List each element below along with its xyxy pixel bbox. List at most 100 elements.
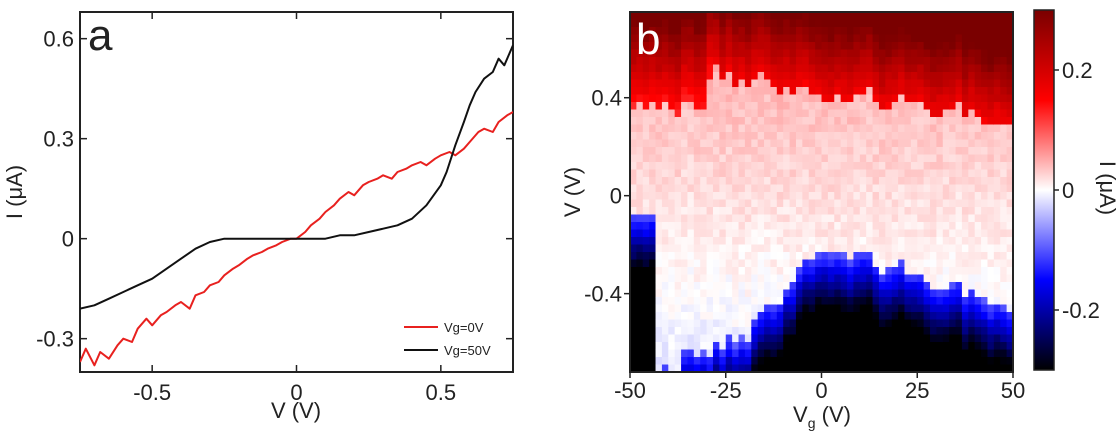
heatmap-cell (872, 79, 880, 88)
heatmap-cell (955, 229, 963, 238)
heatmap-cell (693, 147, 701, 156)
heatmap-cell (636, 12, 644, 21)
heatmap-cell (981, 297, 989, 306)
heatmap-cell (719, 72, 727, 81)
heatmap-cell (783, 214, 791, 223)
heatmap-cell (942, 139, 950, 148)
heatmap-cell (789, 237, 797, 246)
heatmap-cell (987, 312, 995, 321)
heatmap-cell (904, 34, 912, 43)
heatmap-cell (789, 19, 797, 28)
heatmap-cell (878, 139, 886, 148)
heatmap-cell (630, 312, 637, 321)
heatmap-cell (840, 79, 848, 88)
heatmap-cell (674, 349, 682, 358)
heatmap-cell (859, 169, 867, 178)
heatmap-cell (642, 349, 650, 358)
heatmap-cell (661, 102, 669, 111)
heatmap-cell (853, 319, 861, 328)
heatmap-cell (630, 147, 637, 156)
heatmap-cell (942, 304, 950, 313)
heatmap-cell (891, 162, 899, 171)
heatmap-cell (949, 312, 957, 321)
heatmap-cell (898, 267, 906, 276)
heatmap-cell (630, 342, 637, 351)
heatmap-cell (981, 162, 989, 171)
heatmap-cell (770, 252, 778, 261)
heatmap-cell (1000, 297, 1008, 306)
heatmap-cell (853, 139, 861, 148)
heatmap-cell (668, 282, 676, 291)
heatmap-cell (693, 282, 701, 291)
heatmap-cell (783, 12, 791, 21)
panel-b-heatmap: -50 -25 0 25 50-0.400.4 b Vg (V) V (V) (560, 11, 1025, 431)
heatmap-cell (955, 252, 963, 261)
heatmap-cell (993, 304, 1001, 313)
heatmap-cell (961, 49, 969, 58)
heatmap-cell (757, 87, 765, 96)
heatmap-cell (987, 79, 995, 88)
heatmap-cell (840, 72, 848, 81)
heatmap-cell (674, 207, 682, 216)
heatmap-cell (674, 274, 682, 283)
heatmap-cell (770, 154, 778, 163)
heatmap-cell (955, 334, 963, 343)
heatmap-cell (712, 349, 720, 358)
heatmap-cell (827, 124, 835, 133)
heatmap-cell (942, 102, 950, 111)
heatmap-cell (891, 237, 899, 246)
heatmap-cell (700, 72, 708, 81)
heatmap-cell (1000, 12, 1008, 21)
heatmap-cell (1006, 252, 1013, 261)
heatmap-cell (961, 259, 969, 268)
heatmap-cell (706, 19, 714, 28)
heatmap-cell (687, 169, 695, 178)
heatmap-cell (917, 274, 925, 283)
heatmap-cell (987, 199, 995, 208)
heatmap-cell (840, 274, 848, 283)
heatmap-cell (993, 87, 1001, 96)
heatmap-cell (732, 19, 740, 28)
heatmap-cell (732, 154, 740, 163)
heatmap-cell (738, 192, 746, 201)
heatmap-cell (706, 124, 714, 133)
heatmap-cell (885, 49, 893, 58)
heatmap-cell (981, 79, 989, 88)
heatmap-cell (904, 19, 912, 28)
heatmap-cell (859, 184, 867, 193)
heatmap-cell (706, 102, 714, 111)
heatmap-cell (936, 207, 944, 216)
heatmap-cell (898, 87, 906, 96)
heatmap-cell (898, 252, 906, 261)
heatmap-cell (942, 267, 950, 276)
heatmap-cell (630, 87, 637, 96)
heatmap-cell (859, 19, 867, 28)
heatmap-cell (649, 252, 657, 261)
heatmap-cell (949, 49, 957, 58)
heatmap-cell (712, 334, 720, 343)
heatmap-cell (649, 154, 657, 163)
heatmap-cell (1000, 34, 1008, 43)
heatmap-cell (795, 154, 803, 163)
heatmap-cell (961, 72, 969, 81)
heatmap-cell (655, 207, 663, 216)
heatmap-cell (770, 169, 778, 178)
heatmap-cell (661, 282, 669, 291)
heatmap-cell (712, 102, 720, 111)
heatmap-cell (961, 64, 969, 73)
heatmap-cell (1006, 109, 1013, 118)
heatmap-cell (1006, 64, 1013, 73)
heatmap-cell (898, 184, 906, 193)
heatmap-cell (878, 34, 886, 43)
heatmap-cell (898, 274, 906, 283)
heatmap-cell (674, 124, 682, 133)
heatmap-cell (955, 94, 963, 103)
heatmap-cell (661, 124, 669, 133)
heatmap-cell (987, 282, 995, 291)
heatmap-cell (885, 214, 893, 223)
heatmap-cell (891, 349, 899, 358)
heatmap-cell (859, 49, 867, 58)
heatmap-cell (827, 192, 835, 201)
heatmap-cell (674, 72, 682, 81)
heatmap-cell (795, 327, 803, 336)
